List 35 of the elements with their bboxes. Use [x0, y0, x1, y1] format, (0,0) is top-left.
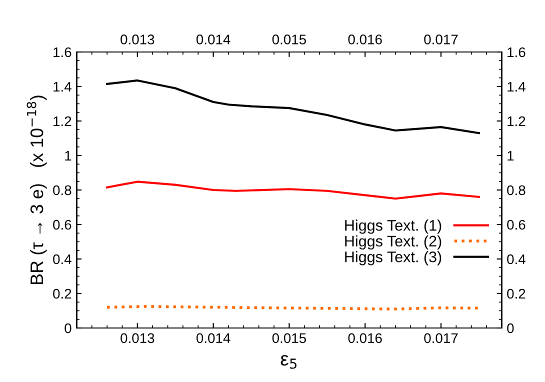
x-tick-label: 0.015: [272, 333, 306, 344]
y-tick-label: 1: [65, 150, 72, 161]
x-axis-title: ε$_{5}$: [280, 354, 296, 369]
y-tick-label: 1.6: [54, 47, 72, 58]
y-tick-label: 0: [64, 323, 72, 334]
line-series: [106, 180, 480, 200]
y2-tick-label: 0.2: [507, 288, 526, 299]
x2-tick-label: 0.016: [348, 34, 382, 44]
x-tick-label: 0.014: [196, 333, 230, 344]
y2-tick-label: 1.6: [508, 47, 526, 58]
y-tick-label: 1.2: [54, 116, 72, 126]
x2-tick-label: 0.015: [272, 34, 306, 44]
y-tick-label: 0.4: [53, 254, 72, 264]
y2-tick-label: 1: [508, 150, 514, 161]
legend-label: Higgs Text. (2): [345, 235, 442, 250]
y-tick-label: 1.4: [54, 82, 72, 92]
line-series: [106, 79, 480, 134]
legend-label: Higgs Text. (1): [345, 220, 442, 234]
y2-tick-label: 0.4: [507, 254, 526, 264]
y-tick-label: 0.6: [53, 220, 72, 230]
x2-tick-label: 0.017: [424, 34, 458, 44]
x2-tick-label: 0.014: [196, 34, 230, 44]
x2-tick-label: 0.013: [120, 34, 154, 44]
x-tick-label: 0.017: [424, 333, 458, 344]
y-tick-label: 0.2: [53, 288, 72, 299]
x-tick-label: 0.013: [120, 333, 154, 344]
y2-tick-label: 0.8: [507, 185, 526, 196]
y-axis-title: BR (τ → 3 e) (x 10$^{−18}$): [26, 96, 47, 284]
y2-tick-label: 0: [507, 323, 514, 334]
y2-tick-label: 0.6: [507, 220, 526, 230]
y2-tick-label: 1.2: [508, 116, 526, 126]
x-tick-label: 0.016: [348, 333, 382, 344]
y2-tick-label: 1.4: [508, 82, 526, 92]
legend-label: Higgs Text. (3): [345, 251, 442, 266]
y-tick-label: 0.8: [53, 185, 72, 196]
